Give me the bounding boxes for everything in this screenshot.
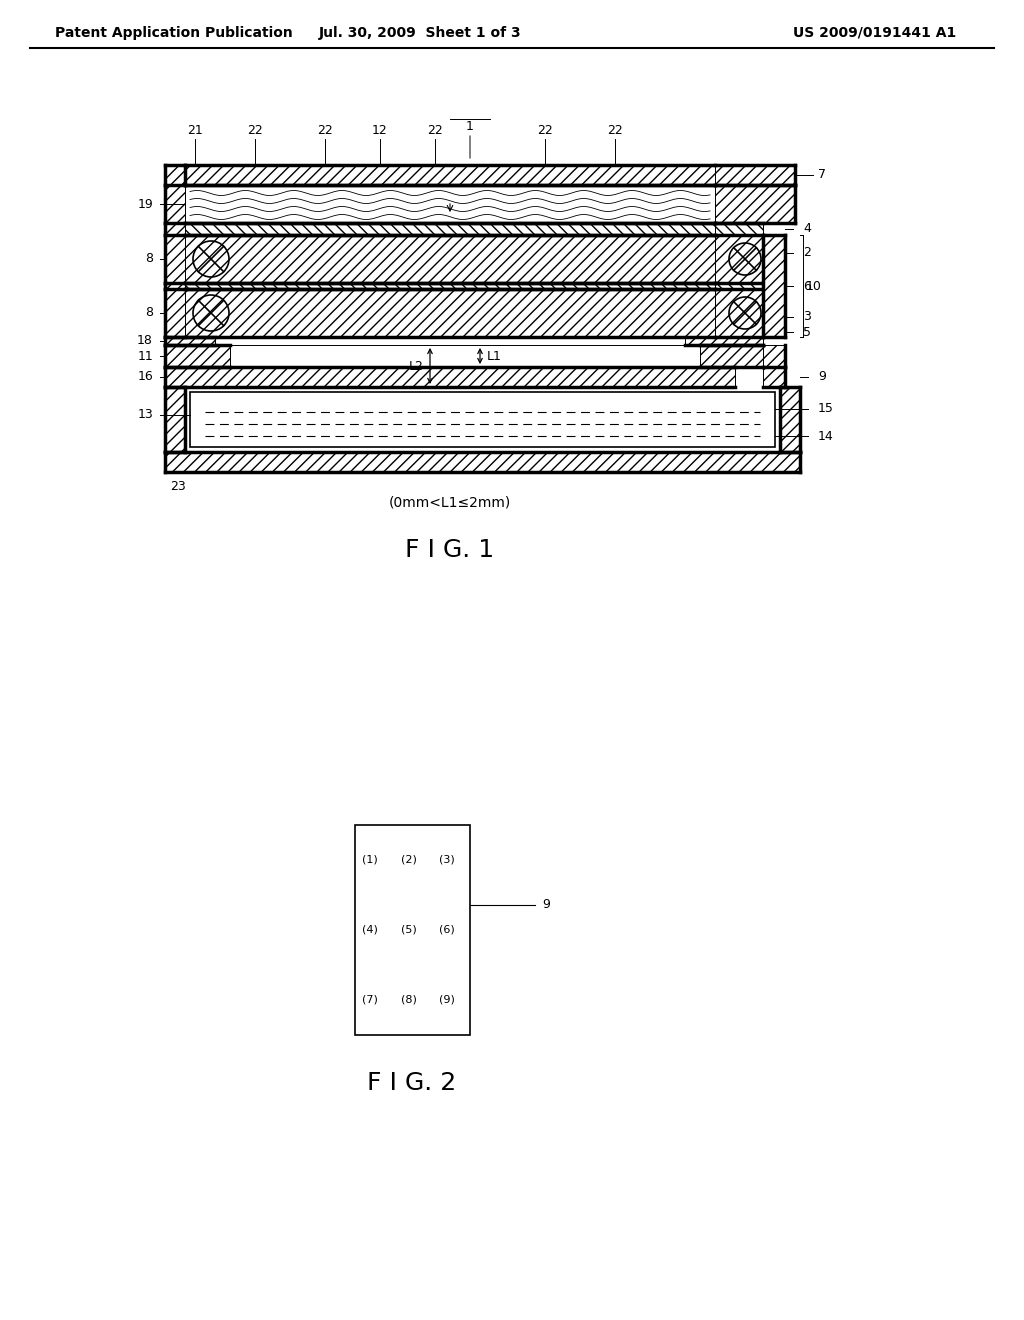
Bar [165,451,800,473]
Text: (7): (7) [362,995,378,1005]
Bar [715,185,795,223]
Bar [715,165,795,185]
Bar [190,392,775,447]
Bar [685,337,763,345]
Text: 16: 16 [137,371,153,384]
Text: 8: 8 [145,252,153,265]
Text: 13: 13 [137,408,153,421]
Bar [185,165,715,185]
Text: (5): (5) [400,925,417,935]
Bar [185,235,715,282]
Text: (1): (1) [362,855,378,865]
Text: Jul. 30, 2009  Sheet 1 of 3: Jul. 30, 2009 Sheet 1 of 3 [318,26,521,40]
Text: 15: 15 [818,403,834,414]
Bar [165,223,185,235]
Text: 9: 9 [542,899,550,911]
Text: 3: 3 [803,310,811,323]
Text: 14: 14 [818,429,834,442]
Bar [715,282,763,289]
Text: (8): (8) [400,995,417,1005]
Bar [185,223,715,235]
Bar [165,165,185,185]
Text: 11: 11 [137,350,153,363]
Text: Patent Application Publication: Patent Application Publication [55,26,293,40]
Bar [165,345,230,367]
Bar [763,345,785,367]
Text: 2: 2 [803,247,811,260]
Bar [715,223,763,235]
Text: 5: 5 [803,326,811,338]
Text: 22: 22 [247,124,263,136]
Text: F I G. 1: F I G. 1 [406,539,495,562]
Bar [780,387,800,451]
Bar [165,367,735,387]
Text: 1: 1 [466,120,474,133]
Bar [185,185,715,223]
Text: 19: 19 [137,198,153,210]
Bar [165,185,185,223]
Text: 21: 21 [187,124,203,136]
Text: 22: 22 [317,124,333,136]
Bar [715,235,763,282]
Text: (9): (9) [439,995,455,1005]
Text: (0mm<L1≤2mm): (0mm<L1≤2mm) [389,495,511,510]
Text: 10: 10 [806,280,822,293]
Text: (4): (4) [362,925,378,935]
Bar [700,345,763,367]
Text: 22: 22 [427,124,442,136]
Text: 23: 23 [170,480,185,494]
Bar [165,289,185,337]
Text: 4: 4 [803,223,811,235]
Bar [230,345,700,367]
Text: 22: 22 [607,124,623,136]
Bar [763,367,785,387]
Text: 7: 7 [818,169,826,181]
Text: (2): (2) [400,855,417,865]
Bar [355,825,470,1035]
Text: L2: L2 [409,359,424,372]
Text: 8: 8 [145,306,153,319]
Bar [185,282,715,289]
Text: 12: 12 [372,124,388,136]
Bar [165,387,185,451]
Bar [185,289,715,337]
Bar [165,235,185,282]
Text: (3): (3) [439,855,455,865]
Bar [715,289,763,337]
Text: (6): (6) [439,925,455,935]
Text: 9: 9 [818,371,826,384]
Text: 22: 22 [538,124,553,136]
Text: 6: 6 [803,280,811,293]
Bar [165,337,215,345]
Text: L1: L1 [486,350,502,363]
Text: 18: 18 [137,334,153,347]
Bar [763,235,785,337]
Text: F I G. 2: F I G. 2 [368,1071,457,1096]
Bar [165,282,185,289]
Text: US 2009/0191441 A1: US 2009/0191441 A1 [794,26,956,40]
